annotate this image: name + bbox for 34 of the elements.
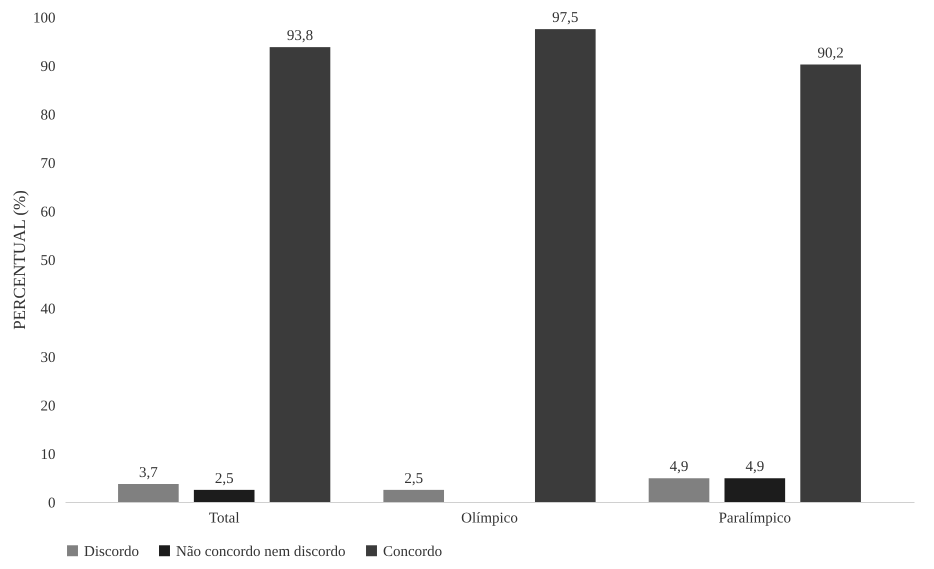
y-tick-label: 60 xyxy=(40,204,56,220)
y-tick-label: 100 xyxy=(33,10,56,26)
y-tick-label: 20 xyxy=(40,398,56,414)
data-label: 90,2 xyxy=(817,46,844,62)
x-tick-label: Paralímpico xyxy=(718,510,792,526)
data-label: 3,7 xyxy=(139,465,158,482)
bar xyxy=(194,490,255,502)
bar xyxy=(118,484,179,502)
data-label: 4,9 xyxy=(745,459,764,476)
data-label: 93,8 xyxy=(286,28,314,44)
bar xyxy=(724,478,786,502)
bar xyxy=(270,47,330,502)
bar xyxy=(648,478,710,502)
y-tick-label: 80 xyxy=(40,108,56,124)
y-tick-label: 50 xyxy=(40,253,56,269)
x-tick-label: Total xyxy=(208,510,240,526)
y-tick-label: 0 xyxy=(48,496,56,512)
data-label: 2,5 xyxy=(404,470,424,487)
data-label: 4,9 xyxy=(670,459,688,476)
x-tick-label: Olímpico xyxy=(461,510,518,526)
bar xyxy=(534,29,596,502)
legend-label: Discordo xyxy=(84,544,139,560)
y-axis-title: PERCENTUAL (%) xyxy=(10,190,29,330)
bar xyxy=(383,490,444,502)
legend-label: Não concordo nem discordo xyxy=(176,544,346,560)
data-label: 2,5 xyxy=(214,470,234,487)
y-tick-label: 70 xyxy=(40,156,56,172)
y-tick-label: 30 xyxy=(40,350,56,366)
y-tick-label: 10 xyxy=(40,447,56,463)
bar xyxy=(800,64,861,502)
data-label: 97,5 xyxy=(552,10,578,26)
y-tick-label: 90 xyxy=(40,59,56,75)
y-tick-label: 40 xyxy=(40,302,56,318)
legend-label: Concordo xyxy=(383,544,442,560)
